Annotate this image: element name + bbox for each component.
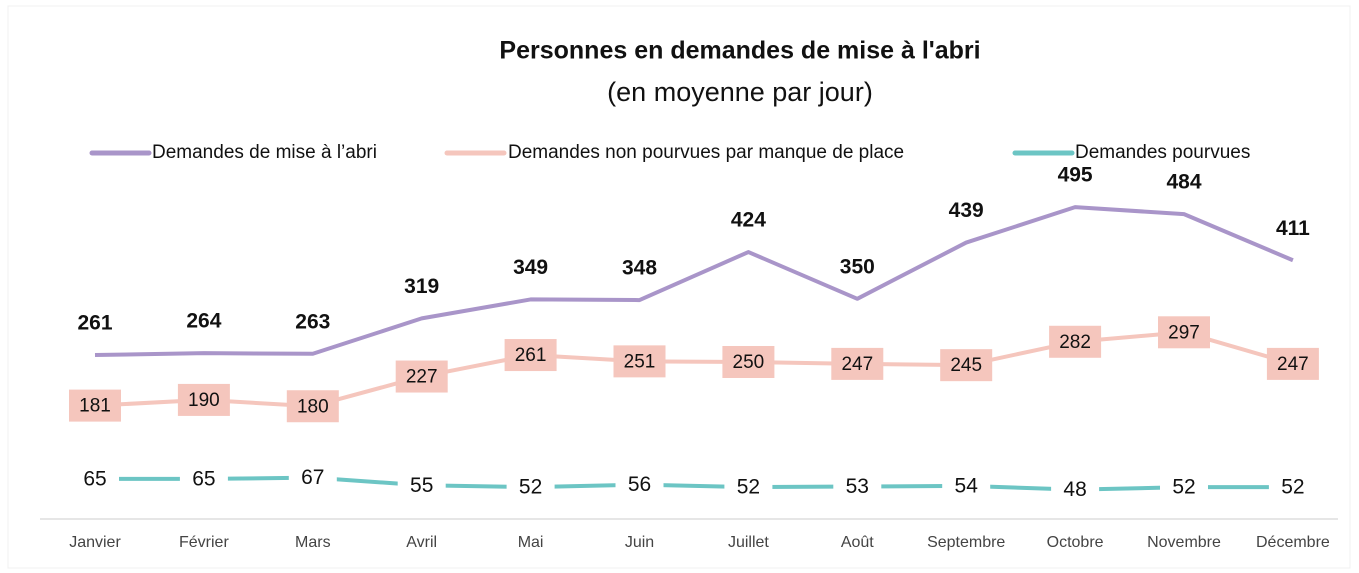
series-line xyxy=(94,205,1294,358)
data-label: 52 xyxy=(519,476,542,499)
data-label-box xyxy=(722,346,775,378)
data-label-box xyxy=(179,464,228,493)
data-label: 282 xyxy=(1059,332,1091,353)
data-label: 250 xyxy=(733,352,765,373)
data-label-box xyxy=(833,472,882,501)
data-label: 67 xyxy=(301,466,324,489)
data-label-box xyxy=(504,339,557,372)
data-label: 65 xyxy=(192,467,215,490)
data-label-box xyxy=(1160,473,1208,502)
x-tick-label: Septembre xyxy=(927,534,1005,551)
legend-label: Demandes non pourvues par manque de plac… xyxy=(508,142,904,163)
data-label-box xyxy=(940,349,993,382)
data-label: 55 xyxy=(410,474,433,497)
data-label: 53 xyxy=(846,475,869,498)
data-label: 424 xyxy=(731,209,766,232)
data-label-box xyxy=(1049,325,1102,358)
x-tick-label: Décembre xyxy=(1256,534,1330,551)
data-label: 263 xyxy=(295,310,330,333)
data-label-box xyxy=(724,473,773,502)
legend-label: Demandes pourvues xyxy=(1075,142,1250,163)
data-label: 349 xyxy=(513,256,548,279)
data-label: 52 xyxy=(737,476,760,499)
data-label-box xyxy=(288,463,337,492)
data-label: 52 xyxy=(1281,476,1304,499)
data-label: 190 xyxy=(188,390,220,411)
data-label: 261 xyxy=(515,345,547,366)
data-label: 264 xyxy=(186,310,221,333)
data-label-box xyxy=(506,473,555,502)
x-tick-label: Août xyxy=(841,534,874,551)
data-label: 411 xyxy=(1276,217,1310,240)
data-label: 348 xyxy=(622,257,657,280)
data-label-box xyxy=(397,471,446,500)
x-tick-label: Avril xyxy=(406,534,437,551)
data-label-box xyxy=(831,347,884,380)
data-label: 54 xyxy=(955,474,979,497)
x-tick-label: Janvier xyxy=(69,534,121,551)
x-tick-label: Février xyxy=(179,534,229,551)
data-label: 261 xyxy=(77,312,112,335)
data-label: 297 xyxy=(1168,322,1200,343)
data-label: 52 xyxy=(1172,476,1195,499)
data-label-box xyxy=(1266,347,1319,380)
data-label-box xyxy=(395,360,448,393)
data-label: 484 xyxy=(1166,171,1201,194)
data-label-box xyxy=(615,470,664,499)
data-label: 319 xyxy=(404,275,439,298)
frame xyxy=(7,5,1351,569)
x-tick-label: Novembre xyxy=(1147,534,1221,551)
series-line xyxy=(95,475,1293,492)
data-label-box xyxy=(286,390,339,423)
x-tick-label: Mars xyxy=(295,534,331,551)
data-label-box xyxy=(613,345,666,378)
data-label: 350 xyxy=(840,255,875,278)
data-label-box xyxy=(71,464,119,493)
data-label: 247 xyxy=(1277,354,1309,375)
data-label: 48 xyxy=(1063,478,1086,501)
data-label-box xyxy=(1268,473,1317,502)
data-label-box xyxy=(69,389,121,422)
data-label: 180 xyxy=(297,396,329,417)
x-tick-label: Juillet xyxy=(728,534,769,551)
chart-subtitle: (en moyenne par jour) xyxy=(607,77,873,107)
data-label-box xyxy=(177,383,230,416)
legend-label: Demandes de mise à l’abri xyxy=(152,142,377,163)
data-label: 495 xyxy=(1058,164,1093,187)
data-label: 439 xyxy=(949,199,984,222)
data-label: 245 xyxy=(950,355,982,376)
data-label: 247 xyxy=(841,354,873,375)
chart-title: Personnes en demandes de mise à l'abri xyxy=(499,37,980,65)
x-tick-label: Mai xyxy=(518,534,544,551)
data-label: 181 xyxy=(79,396,111,417)
data-label-box xyxy=(1158,316,1210,349)
data-label: 65 xyxy=(83,467,106,490)
series-line xyxy=(94,330,1294,409)
data-label: 56 xyxy=(628,473,651,496)
data-label: 227 xyxy=(406,367,438,388)
x-tick-label: Juin xyxy=(625,534,654,551)
data-label-box xyxy=(1051,475,1100,504)
data-label: 251 xyxy=(624,351,656,372)
data-label-box xyxy=(942,471,991,500)
x-tick-label: Octobre xyxy=(1047,534,1104,551)
